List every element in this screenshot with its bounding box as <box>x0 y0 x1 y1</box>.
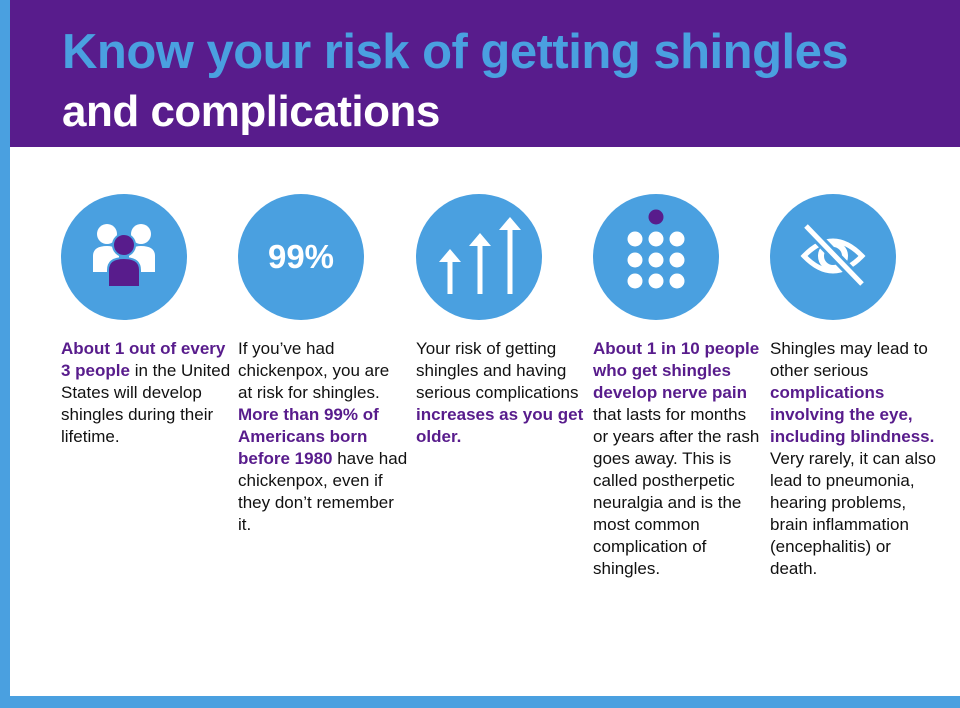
highlight-text: increases as you get older. <box>416 405 584 446</box>
stat-text-1: About 1 out of every 3 people in the Uni… <box>61 338 231 448</box>
left-accent-bar <box>0 0 10 708</box>
highlight-text: About 1 out of every 3 people <box>61 339 226 380</box>
percent-99-icon: 99% <box>238 194 364 320</box>
stat-column-4: About 1 in 10 people who get shingles de… <box>593 194 763 580</box>
rising-arrows-icon <box>416 194 542 320</box>
stat-text-3: Your risk of getting shingles and having… <box>416 338 586 448</box>
header-banner: Know your risk of getting shingles and c… <box>10 0 960 147</box>
highlight-text: complications involving the eye, includi… <box>770 383 935 446</box>
stat-text-5: Shingles may lead to other serious compl… <box>770 338 940 580</box>
body-text: Shingles may lead to other serious <box>770 339 928 380</box>
eye-slash-icon <box>770 194 896 320</box>
body-text: Your risk of getting shingles and having… <box>416 339 579 402</box>
one-in-ten-dots-icon <box>593 194 719 320</box>
percent-99-label: 99% <box>267 238 335 275</box>
body-text: in the United States will develop shingl… <box>61 361 231 446</box>
stat-text-2: If you’ve had chickenpox, you are at ris… <box>238 338 408 536</box>
page-title-line-1: Know your risk of getting shingles <box>62 25 849 79</box>
body-text: Very rarely, it can also lead to pneumon… <box>770 449 936 578</box>
stat-text-4: About 1 in 10 people who get shingles de… <box>593 338 763 580</box>
highlight-text: More than 99% of Americans born before 1… <box>238 405 379 468</box>
highlight-text: About 1 in 10 people who get shingles de… <box>593 339 760 402</box>
body-text: have had chickenpox, even if they don’t … <box>238 449 408 534</box>
bottom-accent-bar <box>0 696 960 708</box>
stat-column-5: Shingles may lead to other serious compl… <box>770 194 940 580</box>
stat-column-1: About 1 out of every 3 people in the Uni… <box>61 194 231 448</box>
people-group-icon <box>61 194 187 320</box>
body-text: If you’ve had chickenpox, you are at ris… <box>238 339 390 402</box>
stat-column-3: Your risk of getting shingles and having… <box>416 194 586 448</box>
page-title-line-2: and complications <box>62 87 440 136</box>
body-text: that lasts for months or years after the… <box>593 405 760 578</box>
stat-column-2: 99% If you’ve had chickenpox, you are at… <box>238 194 408 536</box>
